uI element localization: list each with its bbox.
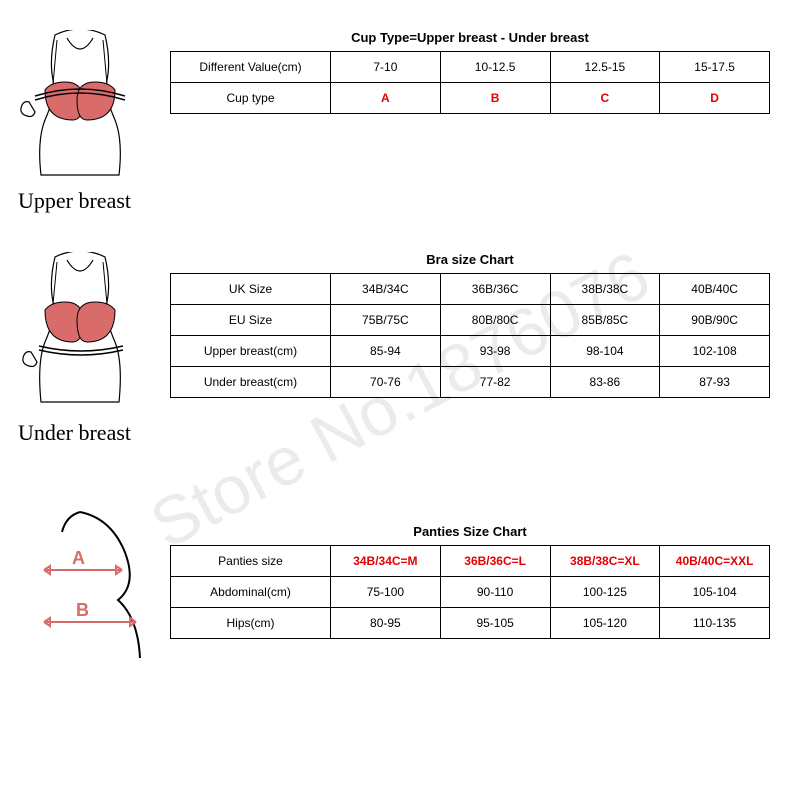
upper-breast-svg [15, 30, 155, 180]
cell: 70-76 [331, 367, 441, 398]
under-breast-svg [15, 252, 155, 412]
cell: 38B/38C [550, 274, 660, 305]
cell: 10-12.5 [440, 52, 550, 83]
cell: A [331, 83, 441, 114]
cell: 40B/40C [660, 274, 770, 305]
panties-svg: A B [10, 504, 160, 674]
cell: 77-82 [440, 367, 550, 398]
cell: UK Size [171, 274, 331, 305]
cell: Hips(cm) [171, 608, 331, 639]
cell: 75-100 [331, 577, 441, 608]
cell: Abdominal(cm) [171, 577, 331, 608]
cell: Panties size [171, 546, 331, 577]
cell: 102-108 [660, 336, 770, 367]
table-row: Upper breast(cm) 85-94 93-98 98-104 102-… [171, 336, 770, 367]
table-row: UK Size 34B/34C 36B/36C 38B/38C 40B/40C [171, 274, 770, 305]
under-breast-label: Under breast [0, 420, 170, 446]
cell: 38B/38C=XL [550, 546, 660, 577]
cell: B [440, 83, 550, 114]
letter-b: B [76, 600, 89, 620]
bra-size-table: UK Size 34B/34C 36B/36C 38B/38C 40B/40C … [170, 273, 770, 398]
panties-table-wrap: Panties Size Chart Panties size 34B/34C=… [170, 504, 800, 639]
cell: EU Size [171, 305, 331, 336]
bra-size-table-wrap: Bra size Chart UK Size 34B/34C 36B/36C 3… [170, 252, 800, 398]
cell: 7-10 [331, 52, 441, 83]
cell: Cup type [171, 83, 331, 114]
cup-type-table: Different Value(cm) 7-10 10-12.5 12.5-15… [170, 51, 770, 114]
cell: 80B/80C [440, 305, 550, 336]
cell: 40B/40C=XXL [660, 546, 770, 577]
cell: 105-120 [550, 608, 660, 639]
cell: 105-104 [660, 577, 770, 608]
panties-size-table: Panties size 34B/34C=M 36B/36C=L 38B/38C… [170, 545, 770, 639]
cell: 100-125 [550, 577, 660, 608]
cell: 85-94 [331, 336, 441, 367]
cell: C [550, 83, 660, 114]
cell: 85B/85C [550, 305, 660, 336]
upper-breast-illustration: Upper breast [0, 30, 170, 214]
cell: 98-104 [550, 336, 660, 367]
cell: 12.5-15 [550, 52, 660, 83]
under-breast-illustration: Under breast [0, 252, 170, 446]
table-row: Cup type A B C D [171, 83, 770, 114]
cup-type-title: Cup Type=Upper breast - Under breast [170, 30, 770, 45]
cell: 83-86 [550, 367, 660, 398]
cell: 95-105 [440, 608, 550, 639]
cell: Different Value(cm) [171, 52, 331, 83]
cell: 87-93 [660, 367, 770, 398]
table-row: Under breast(cm) 70-76 77-82 83-86 87-93 [171, 367, 770, 398]
section-panties: A B Panties Size Chart Panties size 34B/… [0, 504, 800, 704]
table-row: Abdominal(cm) 75-100 90-110 100-125 105-… [171, 577, 770, 608]
cell: D [660, 83, 770, 114]
cell: Under breast(cm) [171, 367, 331, 398]
cell: 80-95 [331, 608, 441, 639]
cell: 110-135 [660, 608, 770, 639]
cell: 34B/34C=M [331, 546, 441, 577]
table-row: Different Value(cm) 7-10 10-12.5 12.5-15… [171, 52, 770, 83]
panties-illustration: A B [0, 504, 170, 674]
cell: 75B/75C [331, 305, 441, 336]
cup-type-table-wrap: Cup Type=Upper breast - Under breast Dif… [170, 30, 800, 114]
cell: 36B/36C=L [440, 546, 550, 577]
cell: 34B/34C [331, 274, 441, 305]
table-row: Hips(cm) 80-95 95-105 105-120 110-135 [171, 608, 770, 639]
cell: Upper breast(cm) [171, 336, 331, 367]
cell: 15-17.5 [660, 52, 770, 83]
cell: 93-98 [440, 336, 550, 367]
cell: 36B/36C [440, 274, 550, 305]
panties-title: Panties Size Chart [170, 524, 770, 539]
letter-a: A [72, 548, 85, 568]
section-under-breast: Under breast Bra size Chart UK Size 34B/… [0, 252, 800, 446]
table-row: EU Size 75B/75C 80B/80C 85B/85C 90B/90C [171, 305, 770, 336]
bra-size-title: Bra size Chart [170, 252, 770, 267]
cell: 90B/90C [660, 305, 770, 336]
table-row: Panties size 34B/34C=M 36B/36C=L 38B/38C… [171, 546, 770, 577]
section-upper-breast: Upper breast Cup Type=Upper breast - Und… [0, 0, 800, 214]
upper-breast-label: Upper breast [0, 188, 170, 214]
cell: 90-110 [440, 577, 550, 608]
